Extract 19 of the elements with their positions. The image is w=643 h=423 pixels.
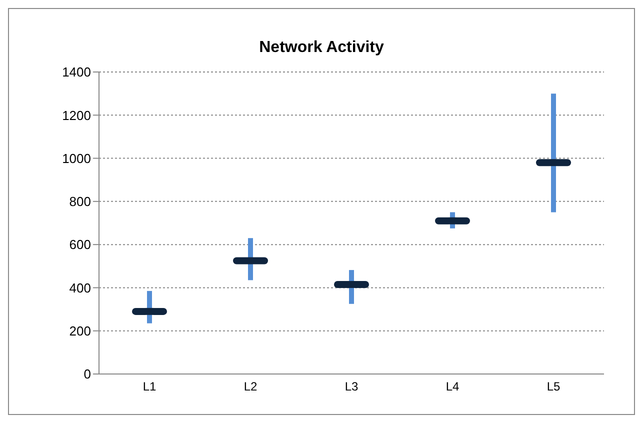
y-tick-label: 200 bbox=[69, 323, 91, 338]
y-tick-label: 800 bbox=[69, 194, 91, 210]
y-tick-label: 1200 bbox=[62, 108, 91, 123]
y-tick-label: 400 bbox=[69, 280, 91, 296]
point bbox=[448, 217, 456, 224]
x-tick-label: L5 bbox=[546, 380, 560, 394]
y-tick-label: 0 bbox=[84, 366, 91, 382]
x-tick-label: L1 bbox=[142, 380, 156, 394]
point bbox=[550, 159, 558, 166]
y-tick-label: 1400 bbox=[62, 64, 91, 80]
point bbox=[146, 308, 154, 315]
y-tick-label: 1000 bbox=[62, 150, 91, 166]
point bbox=[348, 280, 356, 288]
y-tick-label: 600 bbox=[69, 237, 91, 252]
point bbox=[246, 257, 254, 264]
x-tick-label: L3 bbox=[344, 380, 358, 394]
x-tick-label: L4 bbox=[446, 380, 460, 394]
chart-title: Network Activity bbox=[258, 39, 385, 57]
x-tick-label: L2 bbox=[244, 380, 258, 394]
